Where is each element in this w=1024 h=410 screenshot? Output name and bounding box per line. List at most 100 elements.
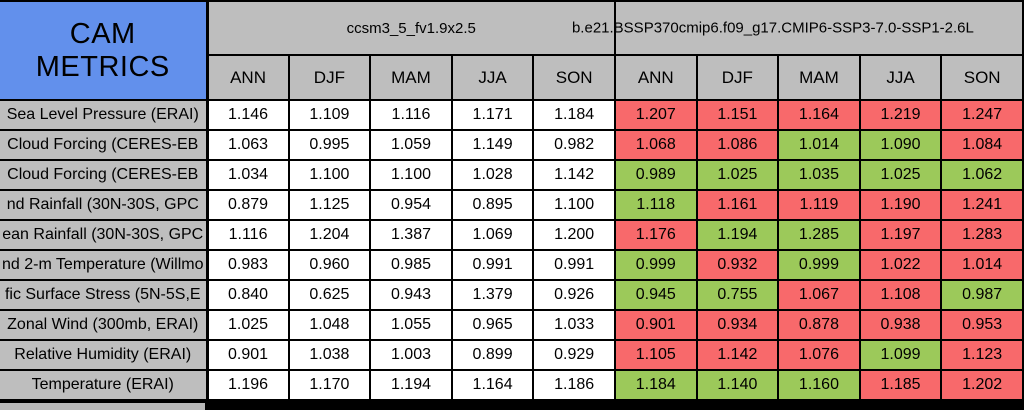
m2-value-cell: 1.176 [613, 219, 698, 251]
m1-value-cell: 0.965 [450, 309, 535, 341]
m1-value-cell: 0.625 [287, 279, 372, 311]
season-header-m1-jja: JJA [450, 54, 535, 101]
m2-value-cell: 1.108 [858, 279, 943, 311]
m2-value-cell: 1.099 [858, 339, 943, 371]
m1-value-cell: 0.960 [287, 249, 372, 281]
season-header-m2-jja: JJA [858, 54, 943, 101]
m1-value-cell: 1.186 [532, 369, 616, 401]
m1-value-cell: 1.149 [450, 129, 535, 161]
metric-label-text: nd Rainfall (30N-30S, GPC [6, 196, 199, 213]
m1-value-cell: 0.840 [206, 279, 290, 311]
m1-value-cell: 1.100 [287, 159, 372, 191]
m1-value-cell: 1.116 [206, 219, 290, 251]
table-row: Relative Humidity (ERAI) 0.901 1.038 1.0… [0, 339, 1024, 371]
m1-value-cell: 0.991 [532, 249, 616, 281]
table-row: Cloud Forcing (CERES-EB 1.034 1.100 1.10… [0, 159, 1024, 191]
m2-value-cell: 1.160 [777, 369, 861, 401]
table-row: Sea Level Pressure (ERAI) 1.146 1.109 1.… [0, 99, 1024, 131]
m2-value-cell: 1.067 [777, 279, 861, 311]
m2-value-cell: 1.084 [940, 129, 1024, 161]
m1-value-cell: 1.184 [532, 99, 616, 131]
table-row: Zonal Wind (300mb, ERAI) 1.025 1.048 1.0… [0, 309, 1024, 341]
season-header-m1-mam: MAM [369, 54, 453, 101]
m1-value-cell: 1.055 [369, 309, 453, 341]
m2-value-cell: 1.025 [858, 159, 943, 191]
m2-value-cell: 1.161 [695, 189, 780, 221]
m1-value-cell: 1.146 [206, 99, 290, 131]
m2-value-cell: 1.076 [777, 339, 861, 371]
m2-value-cell: 0.989 [613, 159, 698, 191]
m2-value-cell: 1.164 [777, 99, 861, 131]
m2-value-cell: 0.934 [695, 309, 780, 341]
m2-value-cell: 0.901 [613, 309, 698, 341]
metric-label-text: ean Rainfall (30N-30S, GPC [2, 226, 204, 243]
season-header-m1-djf: DJF [287, 54, 372, 101]
metric-label-text: Cloud Forcing (CERES-EB [7, 166, 199, 183]
m2-value-cell: 1.118 [613, 189, 698, 221]
m1-value-cell: 0.899 [450, 339, 535, 371]
m2-value-cell: 0.999 [777, 249, 861, 281]
m2-value-cell: 1.219 [858, 99, 943, 131]
metric-label: nd Rainfall (30N-30S, GPC [0, 189, 209, 221]
metric-label: nd 2-m Temperature (Willmo [0, 249, 209, 281]
m1-value-cell: 1.033 [532, 309, 616, 341]
m1-value-cell: 0.985 [369, 249, 453, 281]
m1-value-cell: 0.943 [369, 279, 453, 311]
m2-value-cell: 0.945 [613, 279, 698, 311]
m1-value-cell: 1.069 [450, 219, 535, 251]
m1-value-cell: 0.929 [532, 339, 616, 371]
m2-value-cell: 0.938 [858, 309, 943, 341]
table-row: nd Rainfall (30N-30S, GPC 0.879 1.125 0.… [0, 189, 1024, 221]
m2-value-cell: 1.014 [940, 249, 1024, 281]
m1-value-cell: 1.164 [450, 369, 535, 401]
m2-value-cell: 1.090 [858, 129, 943, 161]
m2-value-cell: 1.105 [613, 339, 698, 371]
m1-value-cell: 1.028 [450, 159, 535, 191]
season-header-m1-ann: ANN [206, 54, 290, 101]
m2-value-cell: 1.185 [858, 369, 943, 401]
m2-value-cell: 1.285 [777, 219, 861, 251]
m1-value-cell: 1.171 [450, 99, 535, 131]
metric-label-text: Relative Humidity (ERAI) [14, 346, 192, 363]
m2-value-cell: 1.086 [695, 129, 780, 161]
metric-label-text: nd 2-m Temperature (Willmo [1, 256, 204, 273]
metrics-table: CAM METRICS ccsm3_5_fv1.9x2.5 b.e21.BSSP… [0, 0, 1024, 401]
m2-value-cell: 0.987 [940, 279, 1024, 311]
m2-value-cell: 1.123 [940, 339, 1024, 371]
metric-label: Cloud Forcing (CERES-EB [0, 159, 209, 191]
m2-value-cell: 0.878 [777, 309, 861, 341]
model2-name-text: b.e21.BSSP370cmip6.f09_g17.CMIP6-SSP3-7.… [571, 19, 974, 37]
model2-name: b.e21.BSSP370cmip6.f09_g17.CMIP6-SSP3-7.… [572, 0, 1024, 56]
metric-label: Zonal Wind (300mb, ERAI) [0, 309, 209, 341]
m1-value-cell: 1.063 [206, 129, 290, 161]
m2-value-cell: 1.194 [695, 219, 780, 251]
m1-value-cell: 0.926 [532, 279, 616, 311]
m1-value-cell: 1.025 [206, 309, 290, 341]
m1-value-cell: 0.982 [532, 129, 616, 161]
m1-value-cell: 0.983 [206, 249, 290, 281]
table-row: Temperature (ERAI) 1.196 1.170 1.194 1.1… [0, 369, 1024, 401]
m2-value-cell: 1.068 [613, 129, 698, 161]
metric-label-text: Zonal Wind (300mb, ERAI) [7, 316, 199, 333]
table-title: CAM METRICS [0, 0, 209, 101]
season-header-m1-son: SON [532, 54, 616, 101]
m1-value-cell: 1.200 [532, 219, 616, 251]
m2-value-cell: 1.014 [777, 129, 861, 161]
m1-value-cell: 1.109 [287, 99, 372, 131]
m2-value-cell: 1.241 [940, 189, 1024, 221]
metric-label-text: Cloud Forcing (CERES-EB [7, 136, 199, 153]
metric-label: Cloud Forcing (CERES-EB [0, 129, 209, 161]
header-row-seasons: ANN DJF MAM JJA SON ANN DJF MAM JJA SON [0, 54, 1024, 101]
m2-value-cell: 0.755 [695, 279, 780, 311]
bottom-strip [0, 403, 1024, 410]
metric-label-text: fic Surface Stress (5N-5S,E [4, 286, 201, 303]
m2-value-cell: 1.142 [695, 339, 780, 371]
metric-label: Temperature (ERAI) [0, 369, 209, 401]
m2-value-cell: 0.999 [613, 249, 698, 281]
m2-value-cell: 1.140 [695, 369, 780, 401]
season-header-m2-ann: ANN [613, 54, 698, 101]
m1-value-cell: 1.003 [369, 339, 453, 371]
m1-value-cell: 0.954 [369, 189, 453, 221]
m1-value-cell: 1.059 [369, 129, 453, 161]
m2-value-cell: 1.207 [613, 99, 698, 131]
